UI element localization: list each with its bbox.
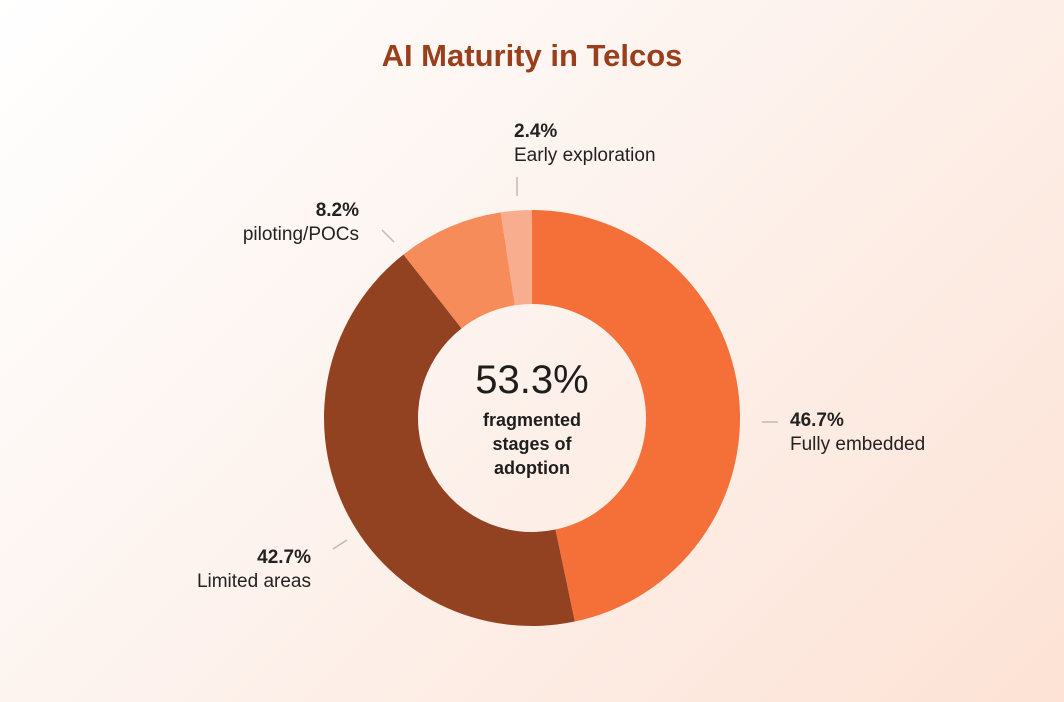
slice-label: Fully embedded <box>790 434 925 455</box>
slice-label: Limited areas <box>197 571 311 592</box>
value-label: 8.2% <box>316 200 359 221</box>
donut-slice <box>500 210 532 306</box>
leader-line <box>381 229 395 243</box>
donut-slice <box>324 254 575 626</box>
donut-slice <box>532 210 740 622</box>
center-caption: fragmented stages of adoption <box>482 410 581 478</box>
leader-line <box>332 539 348 550</box>
center-label: 53.3% fragmented stages of adoption <box>452 356 612 480</box>
slice-label: Early exploration <box>514 145 656 166</box>
donut-slice <box>403 212 515 329</box>
value-label: 46.7% <box>790 410 844 431</box>
slice-label: piloting/POCs <box>243 224 359 245</box>
center-value: 53.3% <box>475 358 589 402</box>
value-label: 2.4% <box>514 121 557 142</box>
value-label: 42.7% <box>257 547 311 568</box>
chart-title: AI Maturity in Telcos <box>382 38 683 73</box>
